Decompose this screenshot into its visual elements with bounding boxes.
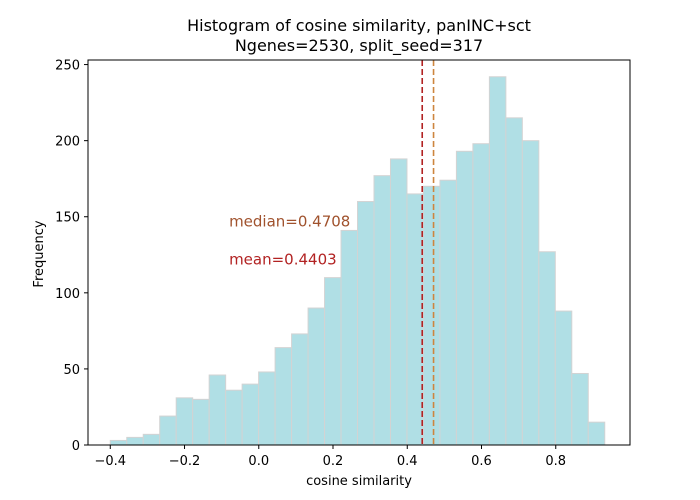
- histogram-bar: [241, 383, 260, 446]
- bars-group: [109, 76, 606, 446]
- chart-title: Histogram of cosine similarity, panINC+s…: [187, 16, 531, 35]
- histogram-bar: [505, 117, 523, 446]
- histogram-bar: [142, 433, 161, 446]
- histogram-bar: [307, 307, 326, 446]
- histogram-bar: [159, 415, 177, 446]
- x-tick-label: 0.6: [471, 454, 492, 469]
- x-tick-label: 0.0: [248, 454, 269, 469]
- histogram-bar: [472, 143, 490, 446]
- y-tick-label: 100: [55, 287, 80, 302]
- histogram-bar: [422, 185, 441, 446]
- x-tick-label: −0.4: [94, 454, 126, 469]
- histogram-bar: [455, 150, 474, 446]
- histogram-bar: [291, 333, 309, 446]
- histogram-bar: [439, 179, 457, 446]
- histogram-bar: [208, 374, 227, 446]
- histogram-bar: [126, 436, 144, 446]
- y-axis: 0 50 100 150 200 250: [55, 59, 88, 454]
- y-tick-label: 150: [55, 211, 80, 226]
- y-tick-label: 0: [72, 439, 80, 454]
- annotations: median=0.4708 mean=0.4403: [229, 212, 350, 268]
- histogram-bar: [192, 398, 210, 446]
- histogram-bar: [324, 277, 342, 446]
- histogram-bar: [538, 251, 556, 446]
- x-tick-label: 0.4: [397, 454, 418, 469]
- x-tick-label: 0.2: [323, 454, 344, 469]
- histogram-bar: [274, 347, 293, 446]
- histogram-bar: [225, 389, 243, 446]
- y-tick-label: 50: [63, 363, 80, 378]
- histogram-bar: [488, 76, 507, 446]
- chart-subtitle: Ngenes=2530, split_seed=317: [235, 36, 483, 56]
- x-tick-label: 0.8: [545, 454, 566, 469]
- plot-frame: [87, 59, 631, 446]
- histogram-bar: [389, 158, 408, 446]
- y-tick-label: 250: [55, 59, 80, 74]
- histogram-bar: [109, 439, 128, 446]
- reference-lines: [421, 60, 435, 445]
- histogram-bar: [571, 372, 589, 446]
- histogram-bar: [340, 229, 359, 446]
- y-tick-label: 200: [55, 135, 80, 150]
- histogram-bar: [258, 371, 276, 446]
- histogram-bar: [373, 175, 391, 446]
- histogram-bar: [406, 193, 424, 446]
- histogram-bar: [521, 140, 540, 446]
- y-axis-label: Frequency: [32, 220, 47, 287]
- x-axis: −0.4 −0.2 0.0 0.2 0.4 0.6 0.8: [94, 445, 566, 469]
- mean-annotation: mean=0.4403: [229, 250, 337, 268]
- histogram-bar: [587, 421, 606, 446]
- median-annotation: median=0.4708: [229, 212, 350, 230]
- histogram-bar: [554, 310, 573, 446]
- x-axis-label: cosine similarity: [306, 474, 412, 489]
- histogram-bar: [175, 397, 194, 446]
- histogram-bar: [357, 201, 375, 446]
- x-tick-label: −0.2: [169, 454, 201, 469]
